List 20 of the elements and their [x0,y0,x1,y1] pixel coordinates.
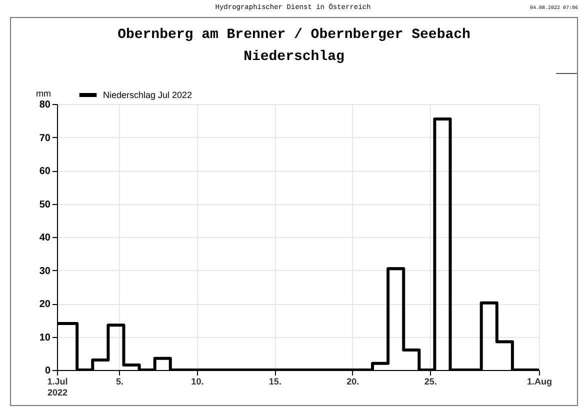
y-axis-title: mm [36,88,51,98]
y-tick-label: 40 [39,232,51,244]
x-tick-label: 5. [116,376,124,386]
x-tick-label: 15. [268,376,282,386]
y-tick-label: 20 [39,299,51,310]
y-tick-label: 50 [39,199,51,210]
y-tick-label: 80 [39,100,51,110]
y-tick-label: 0 [44,366,51,376]
chart-title: Obernberg am Brenner / Obernberger Seebach [116,26,472,45]
legend-label: Niederschlag Jul 2022 [103,90,192,100]
x-tick-label: 10. [191,376,204,386]
x-tick-label: 1.Aug [526,376,552,386]
y-tick-label: 30 [39,266,51,277]
chart-subtitle: Niederschlag [242,48,346,67]
x-tick-label: 1.Jul 2022 [47,376,68,398]
y-tick-label: 70 [39,132,51,144]
y-tick-label: 60 [39,166,51,177]
x-tick-label: 25. [424,376,437,386]
x-tick-label: 20. [346,376,360,386]
y-tick-label: 10 [39,332,51,344]
